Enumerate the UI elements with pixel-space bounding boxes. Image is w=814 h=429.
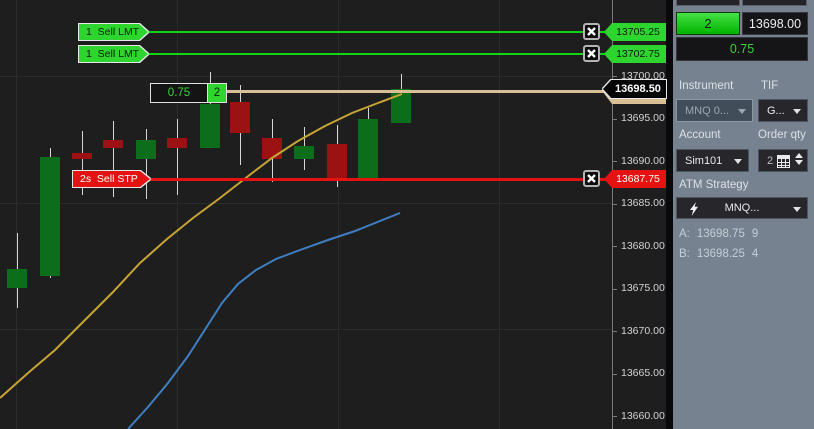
- position-qty-box: 2: [676, 12, 740, 35]
- chart-canvas[interactable]: [0, 0, 612, 429]
- order-panel: 2 13698.00 0.75 Instrument TIF MNQ 0... …: [673, 0, 814, 429]
- axis-tick-label: 13680.00: [621, 239, 665, 252]
- tif-selector[interactable]: G...: [758, 99, 808, 122]
- ask-size: 9: [751, 228, 759, 240]
- axis-line: [612, 0, 613, 429]
- atm-strategy-value: MNQ...: [724, 202, 760, 214]
- order-qty-value: 2: [767, 154, 774, 167]
- partial-button-left[interactable]: [676, 0, 740, 6]
- axis-tick: [612, 203, 617, 205]
- gridline-vertical: [499, 0, 500, 429]
- bid-label: B:: [679, 248, 690, 260]
- account-selector[interactable]: Sim101: [676, 149, 749, 172]
- close-order-button-sell-limit-2[interactable]: [583, 45, 600, 62]
- order-label-text: 1 Sell LMT: [79, 46, 148, 62]
- last-price-value: 13698.50: [603, 80, 666, 98]
- chevron-down-icon: [793, 207, 801, 212]
- order-line-sell-stop: [150, 178, 612, 181]
- close-icon: [587, 174, 596, 183]
- chart-overlay: 1 Sell LMT 13705.25 1 Sell LMT 13702.75 2s S…: [73, 23, 666, 188]
- bid-quote-row: B: 13698.25 4: [679, 248, 765, 260]
- price-axis[interactable]: 13700.00 13695.00 13690.00 13685.00 13680.00…: [612, 0, 666, 429]
- spinner-up-icon[interactable]: [795, 153, 803, 158]
- axis-tick: [612, 288, 617, 290]
- axis-order-price-tag: 13687.75: [604, 170, 666, 188]
- axis-tick-label: 13670.00: [621, 324, 665, 337]
- chevron-down-icon: [793, 109, 801, 114]
- lightning-icon: [690, 202, 698, 216]
- account-label: Account: [679, 129, 721, 141]
- axis-tick-label: 13690.00: [621, 154, 665, 167]
- spinner-down-icon[interactable]: [795, 160, 803, 165]
- bid-size: 4: [751, 248, 759, 260]
- axis-tick-label: 13700.00: [621, 69, 665, 82]
- entry-tag-dashes: [616, 97, 662, 99]
- axis-tick: [612, 331, 617, 332]
- chevron-down-icon: [734, 159, 742, 164]
- axis-tick: [612, 76, 617, 77]
- order-line-sell-limit: [148, 53, 612, 55]
- instrument-value: MNQ 0...: [685, 104, 730, 117]
- order-line-sell-limit: [148, 31, 612, 33]
- close-order-button-sell-stop[interactable]: [583, 170, 600, 187]
- partial-button-right[interactable]: [742, 0, 807, 6]
- qty-spinner[interactable]: [795, 153, 803, 165]
- position-avg-price-box: 13698.00: [742, 12, 808, 35]
- axis-tick: [612, 416, 617, 417]
- entry-price-line: [227, 90, 612, 93]
- calculator-icon[interactable]: [777, 155, 790, 168]
- position-pnl-box: 0.75: [676, 37, 808, 61]
- axis-order-price-tag: 13702.75: [604, 45, 666, 63]
- axis-tick: [612, 373, 617, 375]
- close-order-button-sell-limit-1[interactable]: [583, 23, 600, 40]
- order-label-sell-limit-2[interactable]: 1 Sell LMT: [79, 46, 148, 62]
- axis-order-price-tag: 13705.25: [604, 23, 666, 41]
- order-qty-label: Order qty: [758, 129, 806, 141]
- axis-tick: [612, 246, 617, 247]
- entry-pnl-value: 0.75: [150, 83, 208, 103]
- bid-price: 13698.25: [696, 248, 745, 260]
- axis-tick-label: 13685.00: [621, 197, 665, 209]
- gridline-horizontal: [0, 76, 612, 77]
- order-label-text: 1 Sell LMT: [79, 24, 148, 40]
- entry-info-box[interactable]: 0.75 2: [150, 83, 227, 103]
- tif-label: TIF: [761, 80, 779, 92]
- axis-tick: [612, 161, 617, 162]
- instrument-label: Instrument: [679, 80, 734, 92]
- axis-tick-label: 13665.00: [621, 367, 665, 379]
- close-icon: [587, 49, 596, 58]
- tif-value: G...: [767, 104, 785, 117]
- account-value: Sim101: [685, 154, 723, 167]
- ask-price: 13698.75: [696, 228, 745, 240]
- atm-strategy-label: ATM Strategy: [679, 179, 749, 191]
- order-label-sell-stop[interactable]: 2s Sell STP: [73, 171, 150, 187]
- atm-strategy-selector[interactable]: MNQ...: [676, 197, 808, 219]
- order-label-sell-limit-1[interactable]: 1 Sell LMT: [79, 24, 148, 40]
- close-icon: [587, 27, 596, 36]
- chevron-down-icon: [738, 109, 746, 114]
- order-qty-stepper[interactable]: 2: [758, 149, 808, 172]
- entry-qty-value: 2: [208, 83, 227, 103]
- axis-tick-label: 13675.00: [621, 282, 665, 294]
- axis-tick: [612, 118, 617, 120]
- instrument-selector[interactable]: MNQ 0...: [676, 99, 753, 122]
- ask-label: A:: [679, 228, 690, 240]
- axis-tick-label: 13660.00: [621, 409, 665, 422]
- panel-divider: [666, 0, 673, 429]
- axis-tick-label: 13695.00: [621, 112, 665, 124]
- ask-quote-row: A: 13698.75 9: [679, 228, 765, 240]
- order-label-text: 2s Sell STP: [73, 171, 150, 187]
- axis-last-price-tag: 13698.50: [603, 80, 666, 98]
